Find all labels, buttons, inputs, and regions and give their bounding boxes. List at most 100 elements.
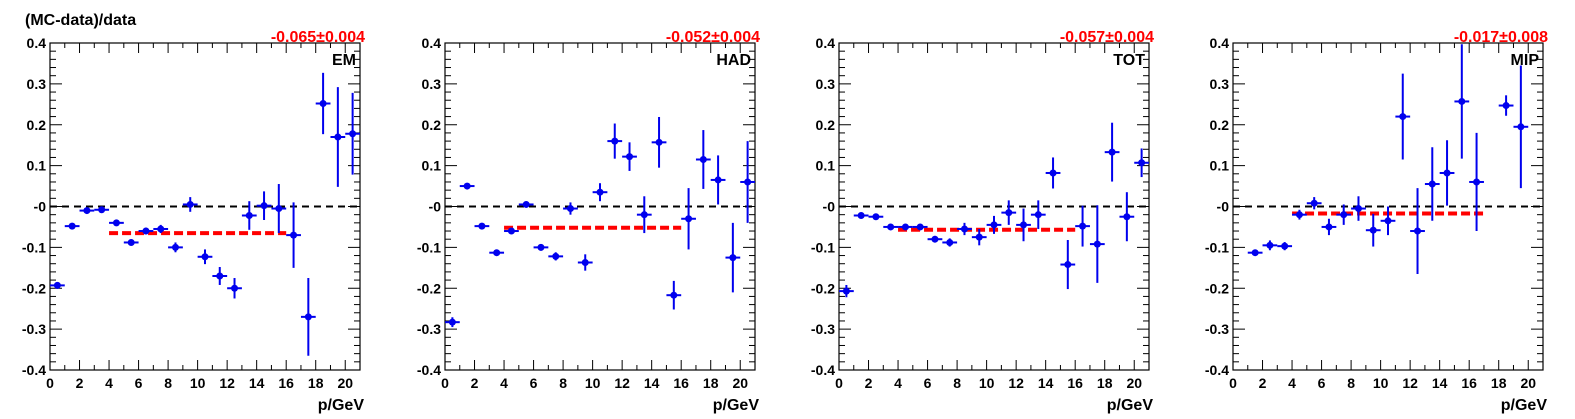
panel-mip: -0.4 -0.3 -0.2 -0.1 -0 0.1 0.2 0.3 0.4 0 2 4 6 8 10 12 1… (1205, 29, 1548, 414)
x-tick-label: 18 (1097, 375, 1113, 391)
y-tick-label: -0.3 (811, 321, 835, 337)
data-point (946, 238, 954, 246)
x-axis-label: p/GeV (318, 397, 365, 414)
data-point (901, 223, 909, 231)
data-point (1473, 178, 1481, 186)
data-point (1340, 211, 1348, 219)
x-tick-label: 6 (530, 375, 538, 391)
y-tick-label: -0.4 (1205, 362, 1229, 378)
data-point (1399, 113, 1407, 121)
data-point (1049, 169, 1057, 177)
x-tick-label: 16 (1067, 375, 1083, 391)
x-tick-label: 12 (1402, 375, 1418, 391)
data-point (566, 205, 574, 213)
data-point (1443, 169, 1451, 177)
data-point (685, 215, 693, 223)
data-point (98, 206, 106, 214)
data-point (53, 281, 61, 289)
x-tick-label: 6 (1318, 375, 1326, 391)
data-point (349, 130, 357, 138)
data-point (1325, 223, 1333, 231)
panel-em: -0.4 -0.3 -0.2 -0.1 -0 0.1 0.2 0.3 0.4 0 2 4 6 8 10 12 1… (22, 29, 365, 414)
data-point (112, 219, 120, 227)
data-point (1138, 159, 1146, 167)
data-point (1414, 227, 1422, 235)
data-point (537, 243, 545, 251)
x-tick-label: 14 (644, 375, 660, 391)
data-point (201, 253, 209, 261)
data-point (1310, 199, 1318, 207)
y-tick-label: -0.3 (22, 321, 46, 337)
data-point (493, 249, 501, 257)
y-tick-label: 0.2 (1210, 117, 1230, 133)
x-tick-label: 12 (614, 375, 630, 391)
y-tick-label: -0.1 (22, 239, 46, 255)
fit-result: -0.017±0.008 (1454, 29, 1548, 46)
fit-result: -0.052±0.004 (666, 29, 760, 46)
data-point (1428, 180, 1436, 188)
x-axis-label: p/GeV (1501, 397, 1548, 414)
y-tick-label: -0 (429, 199, 442, 215)
data-point (842, 287, 850, 295)
x-tick-label: 16 (673, 375, 689, 391)
y-tick-label: -0.1 (811, 239, 835, 255)
y-tick-label: -0.2 (417, 280, 441, 296)
x-tick-label: 8 (559, 375, 567, 391)
x-tick-label: 10 (190, 375, 206, 391)
data-point (83, 207, 91, 215)
x-tick-label: 20 (1520, 375, 1536, 391)
x-tick-label: 10 (585, 375, 601, 391)
data-point (1502, 102, 1510, 110)
data-point (448, 318, 456, 326)
y-axis-label: (MC-data)/data (25, 12, 136, 29)
data-point (260, 202, 268, 210)
x-tick-label: 16 (278, 375, 294, 391)
data-point (714, 176, 722, 184)
data-point (1384, 217, 1392, 225)
y-tick-label: 0.2 (422, 117, 442, 133)
y-tick-label: 0.4 (1210, 35, 1230, 51)
x-tick-label: 14 (1038, 375, 1054, 391)
data-point (304, 313, 312, 321)
data-point (478, 222, 486, 230)
data-point (507, 227, 515, 235)
plot-frame (444, 42, 756, 371)
x-tick-label: 8 (164, 375, 172, 391)
data-point (68, 222, 76, 230)
y-tick-label: 0.2 (27, 117, 47, 133)
x-tick-label: 0 (46, 375, 54, 391)
data-point (1295, 211, 1303, 219)
data-point (596, 188, 604, 196)
data-point (142, 227, 150, 235)
data-point (1266, 241, 1274, 249)
data-point (552, 252, 560, 260)
y-tick-label: -0.4 (811, 362, 835, 378)
x-tick-label: 10 (1373, 375, 1389, 391)
x-tick-label: 2 (865, 375, 873, 391)
y-tick-label: -0.2 (22, 280, 46, 296)
x-tick-label: 6 (924, 375, 932, 391)
x-tick-label: 12 (1008, 375, 1024, 391)
y-tick-label: 0.4 (27, 35, 47, 51)
y-tick-label: -0.2 (811, 280, 835, 296)
y-tick-label: 0.1 (1210, 158, 1230, 174)
data-point (990, 221, 998, 229)
panel-label: TOT (1113, 52, 1145, 69)
x-tick-label: 12 (219, 375, 235, 391)
data-point (872, 213, 880, 221)
x-tick-label: 4 (1288, 375, 1296, 391)
x-tick-label: 0 (835, 375, 843, 391)
y-tick-label: 0.2 (816, 117, 836, 133)
y-tick-label: -0 (34, 199, 47, 215)
data-point (729, 254, 737, 262)
panel-tot: -0.4 -0.3 -0.2 -0.1 -0 0.1 0.2 0.3 0.4 0 2 4 6 8 10 12 1… (811, 29, 1154, 414)
fit-result: -0.065±0.004 (271, 29, 365, 46)
data-point (290, 231, 298, 239)
data-point (581, 258, 589, 266)
data-point (1354, 205, 1362, 213)
data-point (463, 182, 471, 190)
data-point (1108, 148, 1116, 156)
data-point (127, 238, 135, 246)
data-point (744, 178, 752, 186)
panel-label: HAD (716, 52, 751, 69)
